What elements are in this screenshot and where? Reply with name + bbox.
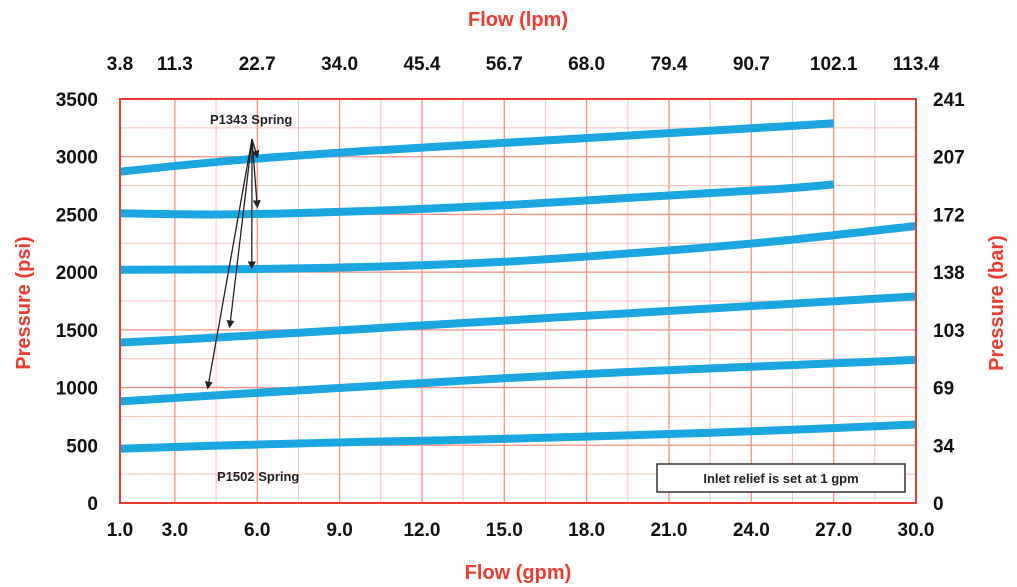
x2-axis-title: Flow (lpm): [468, 9, 568, 31]
annotation-arrow-2: [251, 138, 261, 209]
y-tick-label: 2500: [56, 205, 98, 226]
y2-tick-label: 34: [933, 436, 955, 457]
y2-tick-label: 69: [933, 379, 954, 400]
x-tick-label: 12.0: [403, 520, 440, 541]
series-layer: [119, 119, 917, 453]
y-tick-label: 1500: [56, 321, 98, 342]
annotation-arrows: [204, 138, 261, 390]
x2-tick-label: 22.7: [239, 54, 276, 75]
series-line-2: [119, 180, 835, 219]
x-axis-title: Flow (gpm): [465, 562, 572, 584]
x-tick-label: 1.0: [107, 520, 133, 541]
y2-tick-label: 172: [933, 205, 965, 226]
x2-tick-label: 11.3: [157, 54, 193, 75]
y2-tick-label: 207: [933, 148, 965, 169]
x-tick-label: 6.0: [244, 520, 270, 541]
y-tick-label: 3000: [56, 148, 98, 169]
y2-axis-ticks: 0 34 69 103 138 172 207 241: [933, 90, 965, 515]
x2-tick-label: 56.7: [486, 54, 523, 75]
series-line-5: [119, 355, 917, 406]
x2-tick-label: 102.1: [810, 54, 858, 75]
series-line-6: [119, 420, 917, 453]
x-tick-label: 3.0: [162, 520, 188, 541]
x2-tick-label: 34.0: [321, 54, 358, 75]
y-axis-ticks: 0 500 1000 1500 2000 2500 3000 3500: [56, 90, 98, 515]
plot-frame: [119, 98, 917, 504]
x-tick-label: 27.0: [815, 520, 852, 541]
x2-tick-label: 90.7: [733, 54, 770, 75]
x2-tick-label: 45.4: [403, 54, 440, 75]
y2-axis-title: Pressure (bar): [986, 235, 1008, 371]
x-tick-label: 18.0: [568, 520, 605, 541]
y-tick-label: 1000: [56, 379, 98, 400]
y-axis-title: Pressure (psi): [13, 236, 35, 369]
x-tick-label: 15.0: [486, 520, 523, 541]
x-tick-label: 9.0: [326, 520, 352, 541]
y-tick-label: 3500: [56, 90, 98, 111]
y2-tick-label: 138: [933, 263, 965, 284]
x2-tick-label: 113.4: [893, 54, 940, 75]
x-tick-label: 30.0: [898, 520, 935, 541]
series-line-4: [119, 292, 917, 347]
x-tick-label: 21.0: [650, 520, 687, 541]
series-line-3: [119, 222, 917, 274]
x-tick-label: 24.0: [733, 520, 770, 541]
series-line-1: [119, 119, 834, 176]
x2-axis-ticks: 3.8 11.3 22.7 34.0 45.4 56.7 68.0 79.4 90.7 102.1…: [107, 54, 940, 75]
y-tick-label: 0: [87, 494, 98, 515]
y-tick-label: 2000: [56, 263, 98, 284]
annotation-arrow-4: [226, 138, 253, 329]
y2-tick-label: 0: [933, 494, 944, 515]
x2-tick-label: 68.0: [568, 54, 605, 75]
annotation-arrow-5: [204, 138, 253, 390]
y2-tick-label: 103: [933, 321, 965, 342]
y-tick-label: 500: [66, 436, 98, 457]
y2-tick-label: 241: [933, 90, 965, 111]
annotation-p1502-spring: P1502 Spring: [217, 469, 299, 484]
x2-tick-label: 79.4: [650, 54, 687, 75]
annotation-p1343-spring: P1343 Spring: [210, 112, 292, 127]
x-axis-ticks: 1.0 3.0 6.0 9.0 12.0 15.0 18.0 21.0 24.0 27.0 30.0: [107, 520, 935, 541]
note-box: [656, 463, 906, 493]
x2-tick-label: 3.8: [107, 54, 133, 75]
note-text: Inlet relief is set at 1 gpm: [703, 471, 858, 486]
